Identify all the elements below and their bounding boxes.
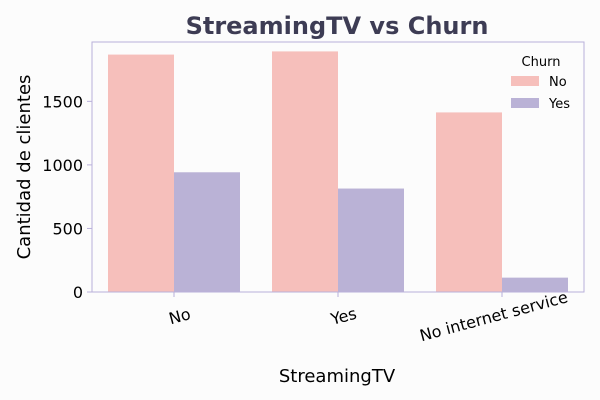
legend-label-no: No [549,75,567,90]
bar-no-2 [436,112,502,292]
y-axis-label: Cantidad de clientes [14,75,35,260]
bar-yes-0 [174,172,240,292]
y-tick-label: 0 [73,283,83,302]
legend-swatch-no [511,76,539,86]
chart-title: StreamingTV vs Churn [186,12,489,40]
legend-label-yes: Yes [548,97,570,112]
legend: Churn No Yes [511,55,570,112]
bar-no-1 [272,51,338,293]
x-axis: No Yes No internet service [167,287,570,345]
x-tick-label: Yes [328,304,359,329]
bar-no-0 [108,54,174,293]
x-tick-label: No internet service [418,287,570,345]
plot-frame [91,41,585,293]
bar-yes-1 [338,188,404,292]
y-axis: 0 500 1000 1500 [42,92,92,302]
bars-layer [108,51,568,293]
y-tick-label: 500 [52,219,83,238]
bar-yes-2 [502,277,568,292]
legend-title: Churn [522,55,561,70]
legend-swatch-yes [511,98,539,108]
x-tick-label: No [167,304,193,328]
y-tick-label: 1500 [42,92,83,111]
y-tick-label: 1000 [42,156,83,175]
x-axis-label: StreamingTV [279,366,396,387]
